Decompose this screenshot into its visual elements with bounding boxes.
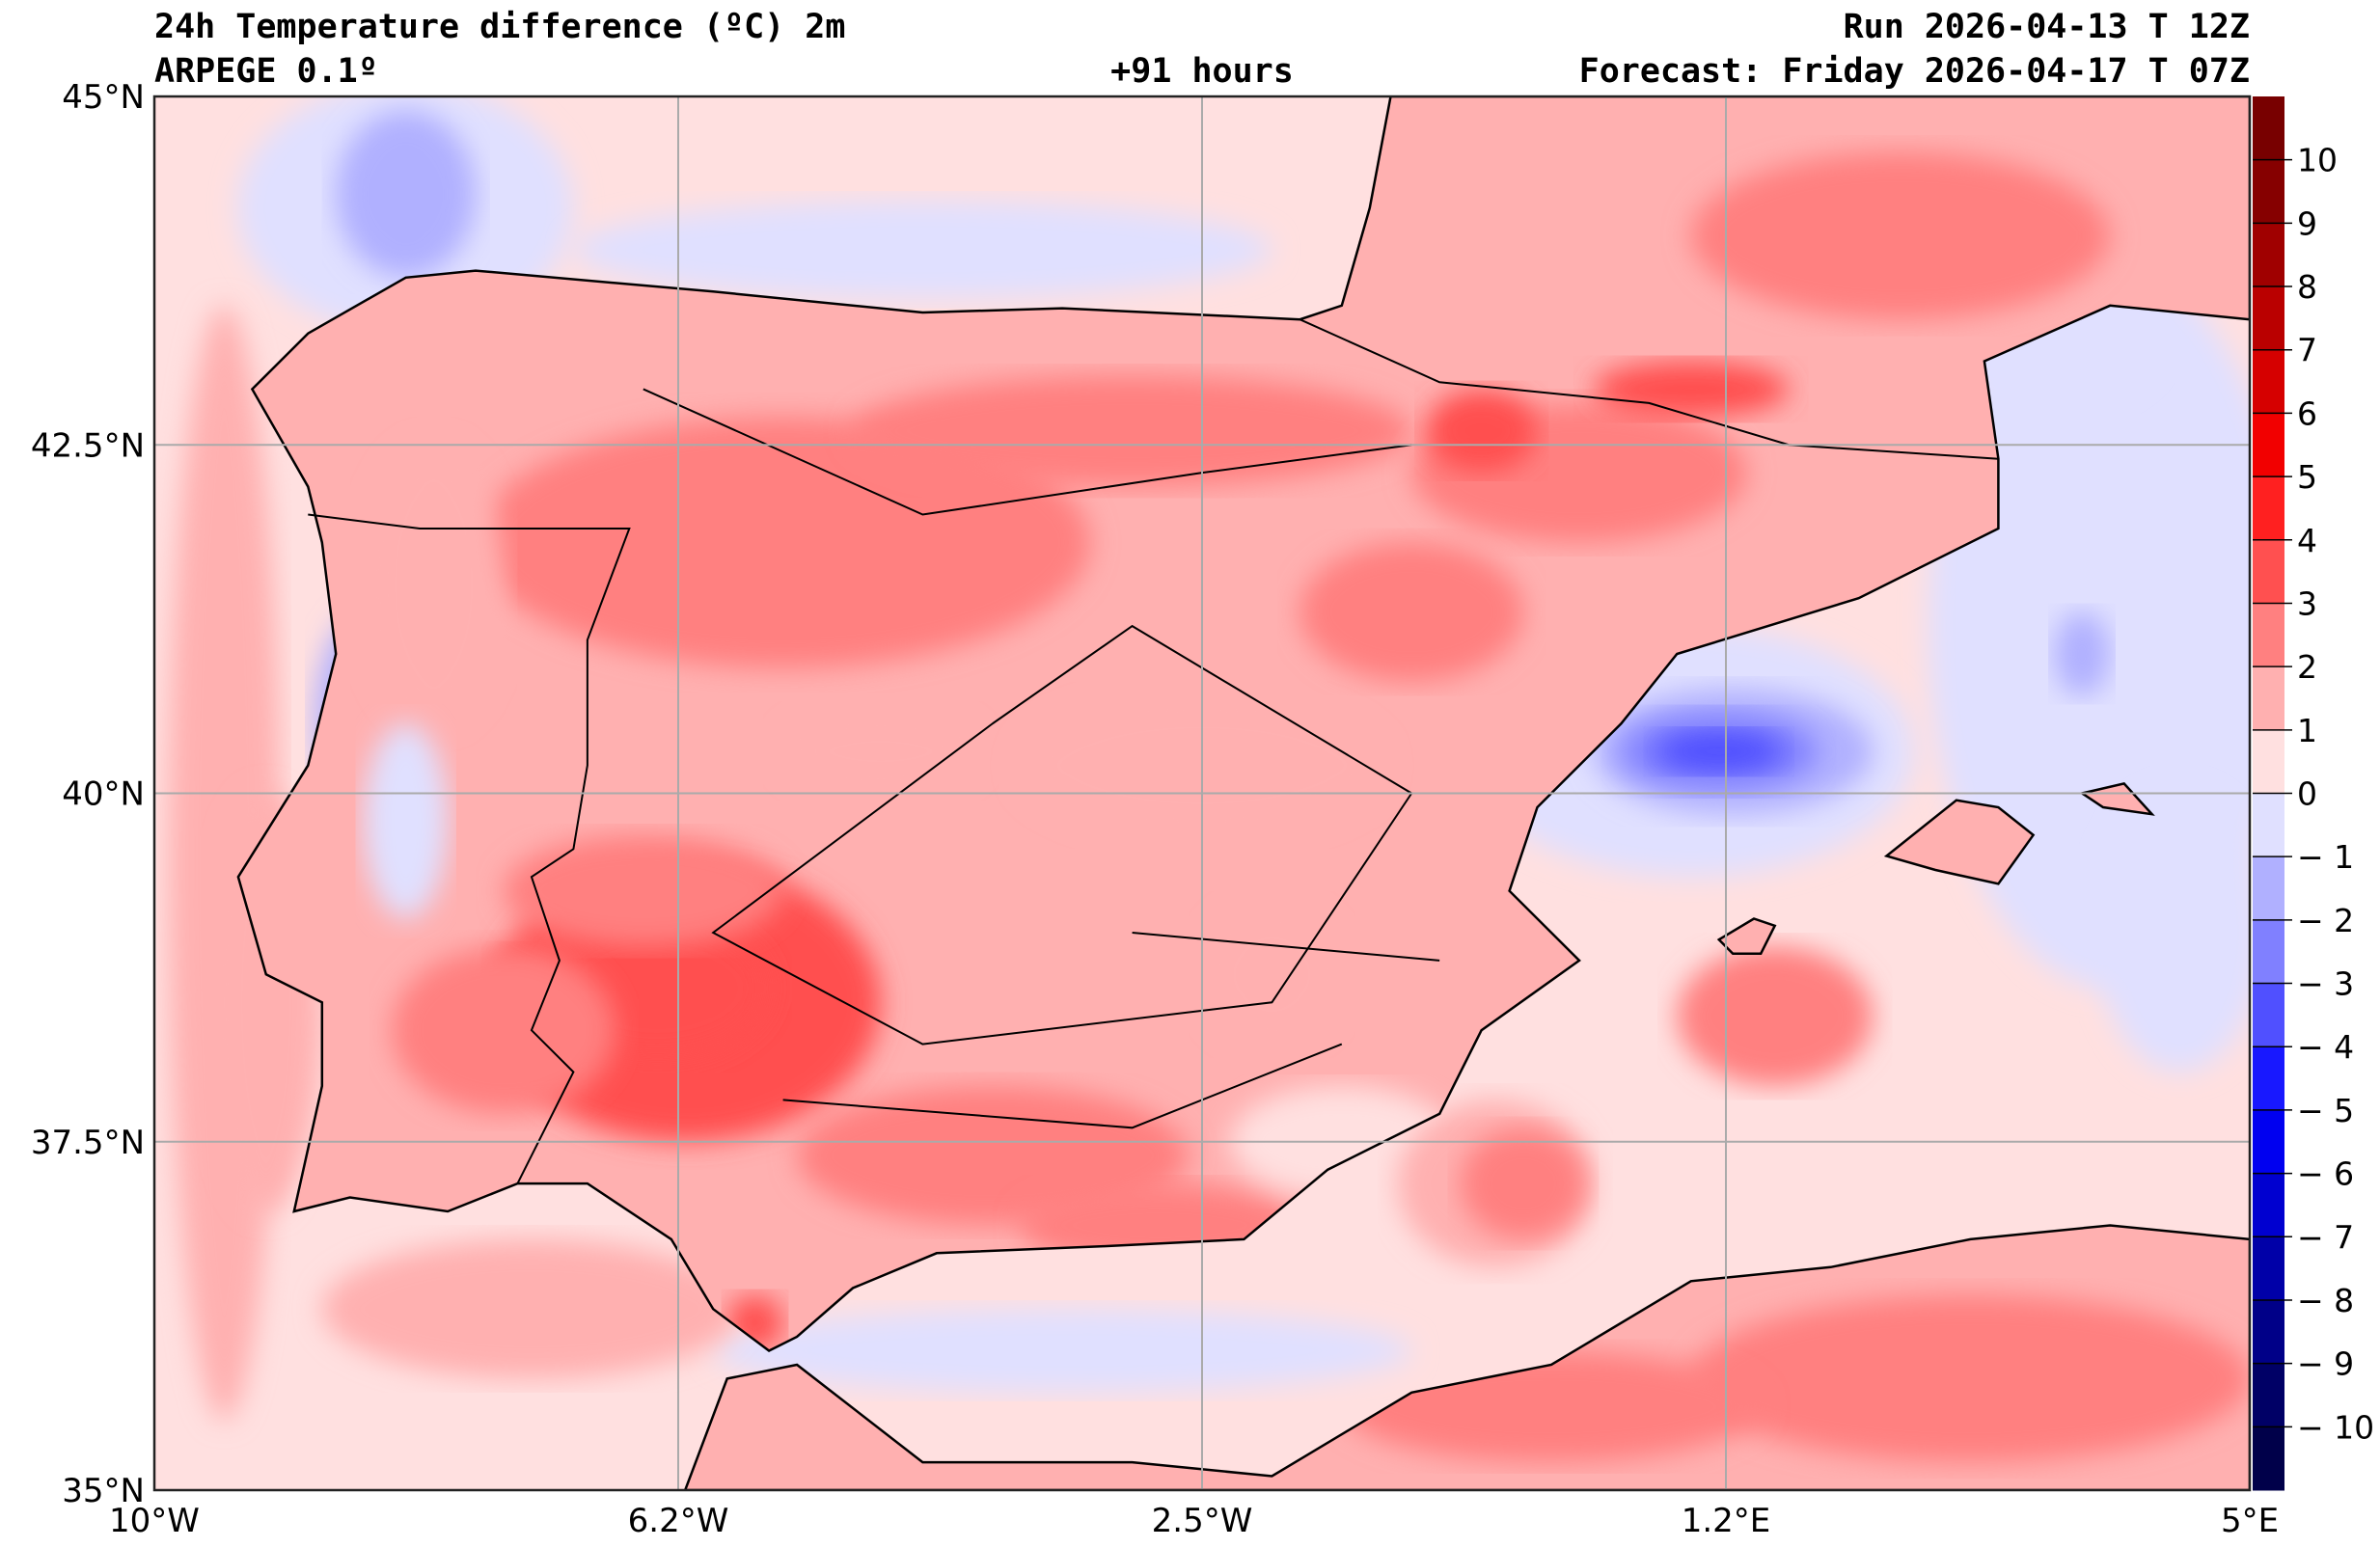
colorbar-band (2253, 983, 2284, 1047)
colorbar-band (2253, 1109, 2284, 1175)
model-label: ARPEGE 0.1º (154, 52, 378, 91)
run-label: Run 2026-04-13 T 12Z (1843, 8, 2250, 46)
colorbar-band (2253, 1173, 2284, 1237)
contour-patch (1299, 542, 1524, 682)
colorbar-band (2253, 603, 2284, 667)
region-border (1299, 318, 1999, 460)
contour-patch (476, 417, 1091, 668)
colorbar-tick-label: 8 (2297, 268, 2317, 306)
colorbar-band (2253, 413, 2284, 477)
coastline (1883, 799, 2036, 885)
contour-patch (1655, 730, 1782, 773)
colorbar-tick-label: 2 (2297, 648, 2317, 686)
contour-patch (853, 375, 1412, 487)
colorbar-tick-label: 6 (2297, 394, 2317, 432)
colorbar-band (2253, 1236, 2284, 1301)
colorbar-tick-label: 3 (2297, 584, 2317, 622)
coastline (1716, 917, 1777, 955)
x-tick-label: 5°E (2221, 1502, 2279, 1540)
coastline (683, 1224, 2250, 1490)
colorbar-tick-label: − 4 (2297, 1028, 2354, 1066)
colorbar-tick-label: 4 (2297, 522, 2317, 559)
colorbar-band (2253, 223, 2284, 287)
colorbar-band (2253, 476, 2284, 541)
contour-patch (321, 1238, 742, 1379)
contour-patch (1460, 1127, 1587, 1239)
contour-patch (1593, 361, 1790, 418)
region-border (711, 624, 1413, 1046)
colorbar-band (2253, 349, 2284, 414)
colorbar-band (2253, 1426, 2284, 1491)
contour-patch (392, 946, 616, 1114)
colorbar-tick-label: − 1 (2297, 838, 2354, 876)
contour-patch (1690, 151, 2111, 320)
colorbar-band (2253, 856, 2284, 921)
colorbar-band (2253, 286, 2284, 351)
y-tick-label: 35°N (62, 1472, 145, 1510)
colorbar-band (2253, 1299, 2284, 1365)
y-tick-label: 37.5°N (31, 1124, 145, 1162)
x-tick-label: 2.5°W (1152, 1502, 1253, 1540)
colorbar-tick-label: 7 (2297, 332, 2317, 369)
colorbar-tick-label: − 10 (2297, 1408, 2374, 1446)
contour-patch (336, 110, 477, 278)
lead-time-label: +91 hours (1110, 52, 1294, 91)
contour-patch (364, 723, 449, 919)
colorbar-tick-label: 9 (2297, 204, 2317, 242)
gridlines (154, 96, 2250, 1490)
colorbar-band (2253, 96, 2284, 161)
x-tick-label: 1.2°E (1682, 1502, 1771, 1540)
colorbar-tick-label: 5 (2297, 458, 2317, 496)
colorbar-band (2253, 1363, 2284, 1427)
y-tick-label: 40°N (62, 775, 145, 814)
colorbar-tick-label: 0 (2297, 775, 2317, 813)
colorbar-tick-label: − 2 (2297, 902, 2354, 939)
colorbar-tick-label: − 5 (2297, 1092, 2354, 1129)
colorbar-tick-label: − 3 (2297, 965, 2354, 1003)
colorbar-tick-label: 10 (2297, 142, 2338, 179)
colorbar-band (2253, 1046, 2284, 1111)
colorbar-band (2253, 729, 2284, 794)
colorbar-tick-label: 1 (2297, 712, 2317, 749)
y-tick-label: 45°N (62, 78, 145, 117)
forecast-label: Forecast: Friday 2026-04-17 T 07Z (1578, 52, 2250, 91)
contour-patch (713, 1309, 1412, 1393)
colorbar-tick-label: − 7 (2297, 1218, 2354, 1256)
x-tick-label: 6.2°W (628, 1502, 729, 1540)
contour-patch (2095, 793, 2250, 1073)
region-border (1132, 932, 1440, 962)
colorbar-band (2253, 793, 2284, 857)
contour-patch (782, 709, 979, 794)
contour-patch (504, 834, 783, 947)
colorbar-band (2253, 539, 2284, 604)
region-border (308, 513, 631, 1184)
chart-title: 24h Temperature difference (ºC) 2m (154, 8, 846, 46)
contour-patch (1202, 905, 1342, 1045)
plot-frame (152, 95, 2252, 1492)
contour-patch (364, 445, 504, 724)
region-border (782, 1043, 1343, 1129)
contour-patch (2054, 611, 2111, 696)
region-border (643, 388, 1412, 516)
colorbar-band (2253, 919, 2284, 985)
borders (308, 318, 1999, 1184)
contour-patch (1690, 1294, 2250, 1463)
contour-patch (573, 201, 1272, 299)
y-tick-label: 42.5°N (31, 426, 145, 465)
colorbar-tick-label: − 8 (2297, 1282, 2354, 1319)
x-tick-label: 10°W (109, 1502, 200, 1540)
colorbar-band (2253, 666, 2284, 731)
colorbar-tick-label: − 6 (2297, 1155, 2354, 1193)
colorbar-band (2253, 159, 2284, 224)
coastline (2079, 782, 2155, 816)
colorbar-tick-label: − 9 (2297, 1345, 2354, 1383)
contour-patch (1677, 946, 1874, 1086)
contour-patch (1425, 389, 1538, 474)
